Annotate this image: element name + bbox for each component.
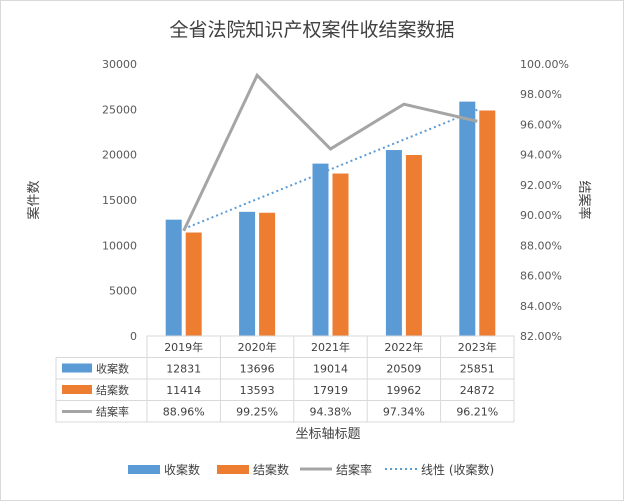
y-tick-label: 5000	[109, 285, 137, 298]
y-tick-label: 25000	[102, 103, 137, 116]
bar-received	[459, 101, 476, 336]
data-label: 19014	[313, 363, 348, 376]
bar-closed	[332, 173, 349, 336]
y2-tick-label: 92.00%	[520, 179, 562, 192]
category-label: 2022年	[384, 340, 423, 354]
data-label: 17919	[313, 384, 348, 397]
data-label: 88.96%	[163, 406, 205, 419]
y2-tick-label: 96.00%	[520, 118, 562, 131]
bar-received	[239, 211, 256, 336]
data-label: 19962	[386, 384, 421, 397]
data-label: 97.34%	[383, 406, 425, 419]
table-legend-key	[62, 385, 92, 394]
data-label: 94.38%	[310, 406, 352, 419]
bar-closed	[259, 212, 276, 336]
data-label: 12831	[166, 363, 201, 376]
legend-label: 结案数	[253, 462, 289, 477]
data-label: 13593	[240, 384, 275, 397]
y2-tick-label: 100.00%	[520, 58, 569, 71]
table-series-name: 收案数	[96, 362, 129, 376]
y-tick-label: 15000	[102, 194, 137, 207]
bar-closed	[185, 232, 202, 336]
y2-tick-label: 90.00%	[520, 209, 562, 222]
y2-tick-label: 84.00%	[520, 300, 562, 313]
y2-tick-label: 94.00%	[520, 149, 562, 162]
category-label: 2021年	[311, 340, 350, 354]
trendline	[183, 108, 478, 230]
legend-label: 线性 (收案数)	[421, 462, 494, 477]
category-label: 2019年	[164, 340, 203, 354]
y-axis-title: 案件数	[27, 180, 42, 219]
line-series-completion-rate	[182, 72, 478, 232]
y-tick-label: 10000	[102, 239, 137, 252]
legend-key	[217, 465, 249, 474]
y2-tick-label: 88.00%	[520, 239, 562, 252]
bar-received	[385, 150, 402, 336]
data-label: 11414	[166, 384, 201, 397]
y2-axis-title: 结案率	[576, 180, 592, 219]
y-tick-label: 20000	[102, 149, 137, 162]
legend-key	[128, 465, 160, 474]
bar-closed	[405, 155, 422, 336]
legend-label: 结案率	[336, 462, 372, 477]
data-label: 99.25%	[236, 406, 278, 419]
table-series-name: 结案数	[96, 383, 129, 397]
y2-tick-label: 82.00%	[520, 330, 562, 343]
bar-received	[165, 219, 182, 336]
y-tick-label: 30000	[102, 58, 137, 71]
y2-tick-label: 86.00%	[520, 270, 562, 283]
bar-received	[312, 163, 329, 336]
table-legend-key	[62, 363, 92, 373]
legend-label: 收案数	[164, 462, 200, 477]
category-label: 2020年	[238, 340, 277, 354]
table-series-name: 结案率	[96, 405, 129, 419]
category-label: 2023年	[458, 340, 497, 354]
data-label: 13696	[240, 363, 275, 376]
y-tick-label: 0	[130, 330, 137, 343]
x-axis-title: 坐标轴标题	[295, 427, 360, 442]
bar-closed	[479, 110, 496, 336]
y2-tick-label: 98.00%	[520, 88, 562, 101]
data-label: 25851	[460, 363, 495, 376]
data-label: 24872	[460, 384, 495, 397]
chart-title: 全省法院知识产权案件收结案数据	[169, 19, 454, 41]
data-label: 20509	[386, 363, 421, 376]
data-label: 96.21%	[456, 406, 498, 419]
